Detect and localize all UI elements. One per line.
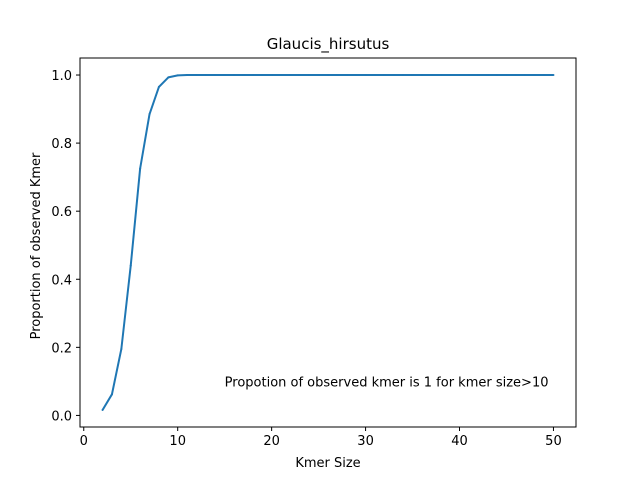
data-point — [364, 74, 367, 77]
data-point — [327, 74, 329, 77]
y-tick-label: 0.2 — [51, 341, 72, 356]
data-point — [533, 74, 536, 77]
x-tick-label: 30 — [357, 434, 374, 449]
data-point — [317, 74, 320, 77]
y-tick-label: 0.0 — [51, 409, 72, 424]
data-point — [251, 74, 254, 77]
data-point — [496, 74, 499, 77]
data-point — [514, 74, 517, 77]
y-tick-label: 0.8 — [51, 137, 72, 152]
data-point — [308, 74, 311, 77]
data-point — [214, 74, 217, 77]
data-point — [392, 74, 395, 77]
y-axis-ticks: 0.0 0.2 0.4 0.6 0.8 1.0 — [51, 69, 80, 424]
data-point — [458, 74, 461, 77]
data-point — [139, 167, 142, 170]
data-point — [242, 74, 245, 77]
data-point — [280, 74, 283, 77]
data-point — [176, 74, 179, 77]
x-axis-label: Kmer Size — [295, 456, 360, 471]
data-point — [148, 113, 151, 116]
data-point — [402, 74, 405, 77]
y-axis-label: Proportion of observed Kmer — [29, 152, 44, 339]
x-axis-ticks: 0 10 20 30 40 50 — [80, 427, 562, 449]
x-tick-label: 50 — [545, 434, 562, 449]
data-point — [543, 74, 546, 77]
data-point — [449, 74, 452, 77]
data-point — [101, 408, 104, 411]
data-point — [383, 74, 386, 77]
data-point — [298, 74, 301, 77]
y-tick-label: 0.6 — [51, 205, 72, 220]
data-point — [411, 74, 414, 77]
y-tick-label: 0.4 — [51, 273, 72, 288]
data-point — [120, 348, 123, 351]
data-point — [524, 74, 527, 77]
data-point — [233, 74, 236, 77]
data-point — [261, 74, 264, 77]
x-tick-label: 40 — [451, 434, 468, 449]
data-point — [420, 74, 423, 77]
data-point — [439, 74, 442, 77]
data-point — [289, 74, 292, 77]
data-point — [110, 393, 113, 396]
data-point — [467, 74, 470, 77]
x-tick-label: 20 — [263, 434, 280, 449]
x-tick-label: 10 — [169, 434, 186, 449]
chart-annotation: Propotion of observed kmer is 1 for kmer… — [225, 375, 549, 390]
data-point — [373, 74, 376, 77]
plot-area — [101, 74, 555, 411]
chart-title: Glaucis_hirsutus — [267, 35, 390, 54]
data-point — [505, 74, 508, 77]
x-tick-label: 0 — [80, 434, 88, 449]
data-point — [355, 74, 358, 77]
data-point — [345, 74, 348, 77]
data-point — [486, 74, 489, 77]
data-point — [336, 74, 339, 77]
data-point — [223, 74, 226, 77]
data-point — [129, 264, 132, 267]
y-tick-label: 1.0 — [51, 69, 72, 84]
data-point — [195, 74, 198, 77]
data-point — [204, 74, 207, 77]
data-point — [430, 74, 433, 77]
data-point — [186, 74, 189, 77]
plot-frame — [79, 57, 577, 428]
data-point — [167, 76, 170, 79]
data-point — [477, 74, 480, 77]
data-point — [157, 85, 160, 88]
data-point — [270, 74, 273, 77]
data-point — [552, 74, 555, 77]
